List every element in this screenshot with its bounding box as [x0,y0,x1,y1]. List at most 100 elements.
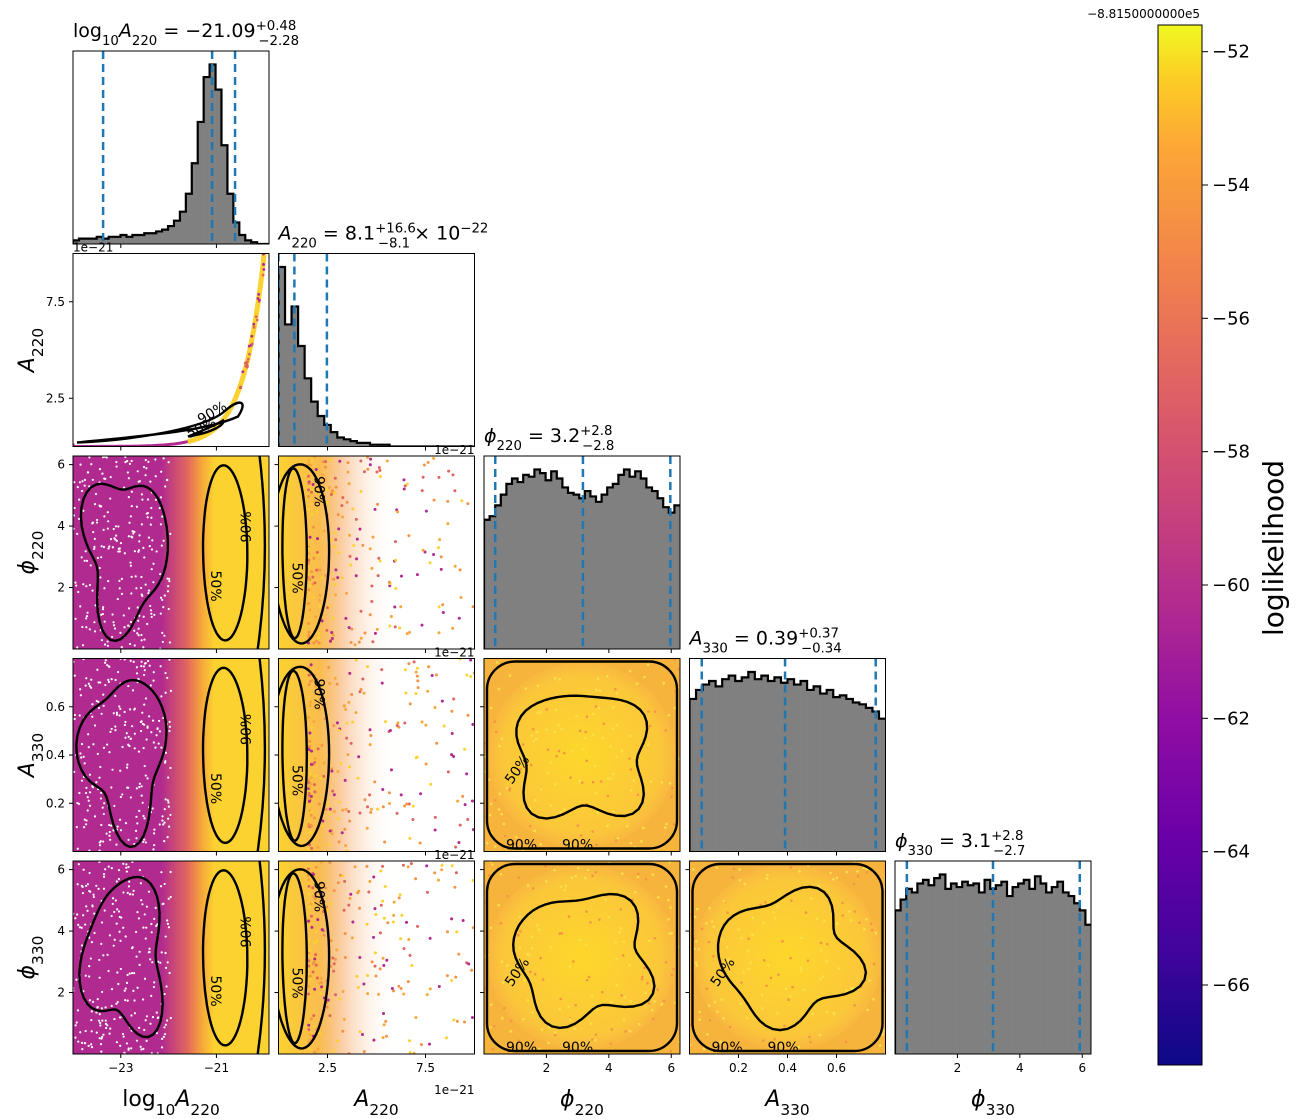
scatter-gap [130,592,133,595]
scatter-point [825,960,828,963]
scatter-gap [160,544,163,547]
scatter-point [845,870,849,874]
scatter-point [596,677,600,680]
scatter-gap [126,973,129,976]
scatter-gap [144,841,147,844]
scatter-point [450,864,454,868]
scatter-gap [113,910,116,914]
scatter-gap [128,880,131,883]
scatter-gap [117,525,120,528]
scatter-gap [81,885,84,888]
scatter-point [426,689,430,693]
scatter-point [415,666,419,670]
scatter-point [334,485,338,489]
scatter-point [373,631,377,635]
scatter-point [415,755,419,759]
scatter-point [558,678,562,681]
scatter-point [399,987,403,991]
scatter-point [590,995,594,998]
scatter-gap [156,923,159,926]
scatter-gap [92,895,95,899]
scatter-point [316,1047,320,1051]
scatter-point [340,504,344,508]
scatter-point [467,962,471,966]
scatter-point [334,568,338,572]
scatter-gap [150,506,153,510]
scatter-point [623,995,627,999]
scatter-gap [77,802,81,805]
scatter-point [337,527,341,531]
y-offset-label: 1e−21 [434,443,474,457]
scatter-point [336,769,340,773]
scatter-gap [138,614,141,617]
scatter-point [361,677,365,681]
scatter-point [355,557,359,561]
scatter-point [562,807,566,811]
scatter-point [616,836,620,840]
scatter-gap [164,485,167,488]
hist-panel-log10A220: log10A220 = −21.09+0.48 −2.28 [72,19,299,245]
y-axis-label-A220: A220 [15,328,47,374]
scatter-point [740,936,743,939]
contour-label-90: 90% [311,881,327,912]
scatter-point [311,962,315,966]
hist-bar [607,487,614,649]
scatter-gap [123,989,126,992]
scatter-point [518,946,522,950]
scatter-point [310,925,314,929]
scatter-point [309,794,313,798]
scatter-gap [98,958,101,962]
scatter-point [614,687,617,691]
scatter-gap [102,606,105,609]
scatter-gap [76,847,79,850]
hist-bar [1018,883,1025,1054]
scatter-gap [138,963,141,966]
scatter-gap [88,999,92,1002]
scatter-point [414,877,418,881]
scatter-gap [161,598,164,601]
scatter-gap [169,766,172,770]
scatter-point [600,990,604,994]
scatter-gap [167,825,171,828]
scatter-point [372,875,376,879]
scatter-point [695,939,698,943]
scatter-point [577,866,580,870]
scatter-point [407,938,411,942]
scatter-gap [133,629,136,632]
scatter-point [323,478,327,482]
scatter-gap [138,869,141,872]
scatter-point [308,1047,312,1051]
scatter-point [307,1039,311,1043]
scatter-point [437,475,441,479]
scatter-gap [124,935,127,938]
scatter-point [420,623,424,627]
scatter-gap [102,528,105,531]
scatter-gap [85,626,88,629]
scatter-gap [85,786,88,789]
scatter-gap [125,1042,129,1045]
scatter-gap [162,606,165,609]
contour-50 [187,418,225,438]
scatter-point [549,761,553,764]
scatter-point [628,757,631,760]
scatter-gap [118,1016,122,1019]
scatter-point [419,1043,423,1047]
scatter-gap [147,890,151,893]
scatter-gap [111,613,114,616]
scatter-gap [137,550,140,553]
scatter-point [247,344,251,348]
scatter-point [636,872,640,876]
scatter-gap [129,659,132,662]
scatter-point [450,753,454,757]
scatter-point [555,754,558,758]
hist-bar [96,236,103,244]
scatter-gap [104,683,107,687]
scatter-point [461,918,465,922]
scatter-point [372,935,376,939]
scatter-point [341,515,345,519]
scatter-point [392,900,396,904]
scatter-gap [76,646,79,649]
scatter-gap [112,829,115,832]
scatter-gap [160,1046,164,1049]
scatter-point [378,559,382,563]
